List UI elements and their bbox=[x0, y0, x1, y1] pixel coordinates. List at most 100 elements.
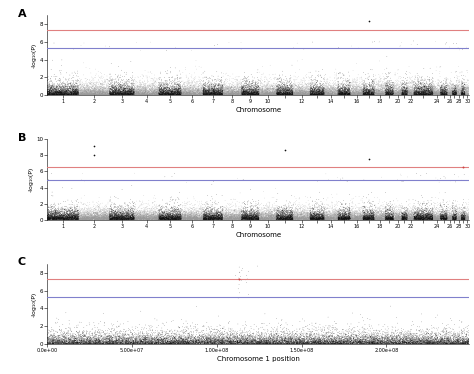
Point bbox=[264, 90, 271, 96]
Point bbox=[64, 214, 71, 220]
Point bbox=[82, 340, 89, 346]
Point bbox=[443, 213, 450, 219]
Point bbox=[405, 84, 412, 90]
Point bbox=[258, 209, 265, 215]
Point bbox=[336, 215, 344, 221]
Point bbox=[334, 207, 341, 213]
Point bbox=[103, 91, 111, 97]
Point bbox=[390, 329, 398, 335]
Point bbox=[448, 92, 456, 98]
Point bbox=[229, 89, 237, 95]
Point bbox=[323, 217, 330, 223]
Point bbox=[389, 216, 396, 222]
Point bbox=[282, 208, 290, 214]
Point bbox=[119, 214, 127, 220]
Point bbox=[354, 214, 361, 220]
Point bbox=[223, 213, 230, 219]
Point bbox=[115, 83, 123, 89]
Point bbox=[362, 336, 369, 342]
Point bbox=[308, 331, 315, 337]
Point bbox=[84, 89, 92, 95]
Point bbox=[195, 335, 203, 341]
Point bbox=[180, 91, 187, 96]
Point bbox=[319, 87, 326, 93]
Point bbox=[401, 85, 409, 91]
Point bbox=[100, 215, 108, 221]
Point bbox=[428, 214, 436, 220]
Point bbox=[201, 214, 209, 220]
Point bbox=[440, 215, 448, 221]
Point bbox=[423, 334, 431, 340]
Point bbox=[260, 213, 268, 219]
Point bbox=[448, 212, 456, 218]
Point bbox=[295, 216, 302, 222]
Point bbox=[387, 92, 394, 98]
Point bbox=[137, 214, 145, 220]
Point bbox=[60, 330, 67, 336]
Point bbox=[201, 208, 209, 214]
Point bbox=[230, 83, 238, 89]
Point bbox=[248, 91, 256, 97]
Point bbox=[80, 80, 88, 86]
Point bbox=[260, 91, 267, 97]
Point bbox=[187, 215, 194, 221]
Point bbox=[220, 92, 228, 98]
Point bbox=[208, 91, 216, 97]
Point bbox=[175, 217, 182, 223]
Point bbox=[249, 91, 257, 96]
Point bbox=[78, 92, 86, 98]
Point bbox=[105, 340, 113, 346]
Point bbox=[194, 88, 201, 94]
Point bbox=[364, 89, 372, 95]
Point bbox=[111, 92, 118, 98]
Point bbox=[356, 215, 363, 221]
Point bbox=[229, 87, 237, 93]
Point bbox=[92, 340, 100, 346]
Point bbox=[140, 212, 147, 218]
Point bbox=[203, 91, 211, 97]
Point bbox=[305, 217, 313, 223]
Point bbox=[78, 211, 86, 217]
Point bbox=[143, 341, 150, 347]
Point bbox=[52, 212, 60, 218]
Point bbox=[109, 89, 117, 95]
Point bbox=[458, 90, 466, 96]
Point bbox=[230, 92, 237, 98]
Point bbox=[318, 215, 326, 221]
Point bbox=[162, 215, 170, 221]
Point bbox=[215, 215, 223, 221]
Point bbox=[70, 210, 77, 216]
Point bbox=[321, 341, 328, 347]
Point bbox=[147, 332, 155, 338]
Point bbox=[278, 86, 285, 92]
Point bbox=[273, 215, 280, 221]
Point bbox=[446, 89, 453, 95]
Point bbox=[421, 211, 428, 217]
Point bbox=[380, 92, 388, 98]
Point bbox=[368, 92, 375, 98]
Point bbox=[356, 209, 363, 215]
Point bbox=[400, 92, 407, 98]
Point bbox=[87, 209, 95, 215]
Point bbox=[263, 90, 270, 96]
Point bbox=[258, 217, 265, 223]
Point bbox=[308, 92, 316, 98]
Point bbox=[384, 335, 392, 341]
Point bbox=[276, 211, 284, 217]
Point bbox=[61, 338, 69, 344]
Point bbox=[222, 215, 230, 221]
Point bbox=[301, 217, 309, 223]
Point bbox=[208, 91, 216, 97]
Point bbox=[351, 89, 358, 95]
Point bbox=[283, 89, 291, 95]
Point bbox=[302, 341, 310, 347]
Point bbox=[137, 215, 144, 221]
Point bbox=[291, 208, 298, 214]
Point bbox=[68, 214, 75, 220]
Point bbox=[424, 212, 432, 218]
Point bbox=[81, 89, 89, 95]
Point bbox=[246, 217, 254, 223]
Point bbox=[351, 89, 359, 95]
Point bbox=[207, 330, 214, 336]
Point bbox=[463, 92, 470, 98]
